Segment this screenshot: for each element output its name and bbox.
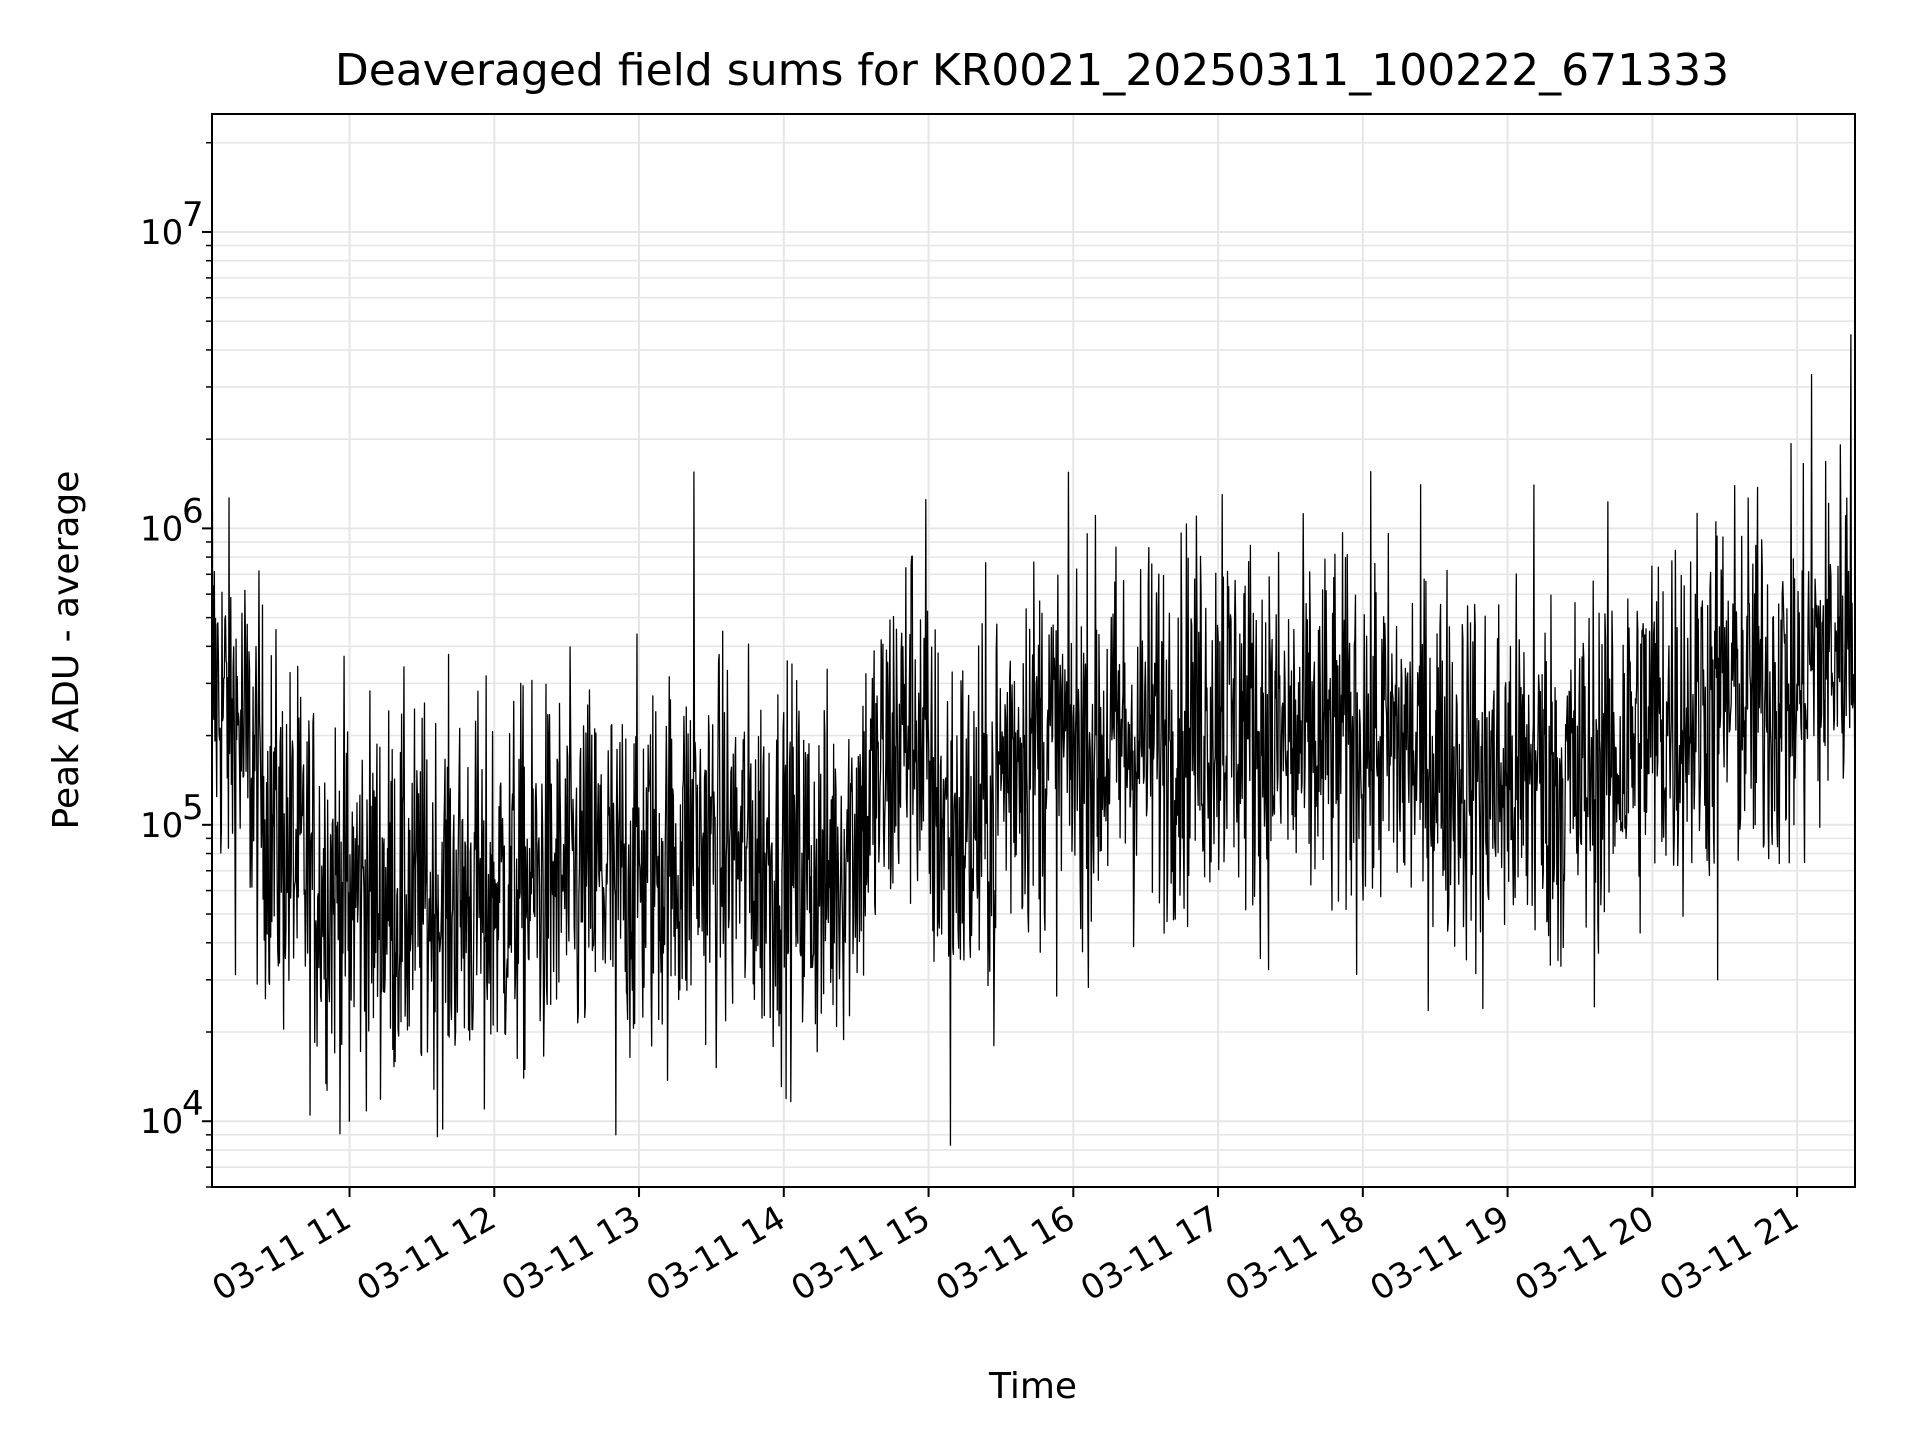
y-tick-label: 10 bbox=[140, 1102, 183, 1142]
series-group bbox=[212, 149, 1855, 1146]
y-tick-label: 10 bbox=[140, 806, 183, 846]
data-line bbox=[212, 149, 1855, 1146]
y-tick-exponent: 4 bbox=[182, 1084, 204, 1124]
y-tick-label: 10 bbox=[140, 213, 183, 253]
x-axis-label: Time bbox=[988, 1366, 1077, 1407]
plot-frame bbox=[211, 113, 1856, 1188]
y-tick-exponent: 7 bbox=[182, 195, 204, 235]
y-axis-label: Peak ADU - average bbox=[46, 471, 87, 830]
y-tick-label: 10 bbox=[140, 509, 183, 549]
y-tick-exponent: 5 bbox=[182, 788, 204, 828]
y-tick-exponent: 6 bbox=[182, 491, 204, 531]
chart-title: Deaveraged field sums for KR0021_2025031… bbox=[335, 45, 1729, 96]
